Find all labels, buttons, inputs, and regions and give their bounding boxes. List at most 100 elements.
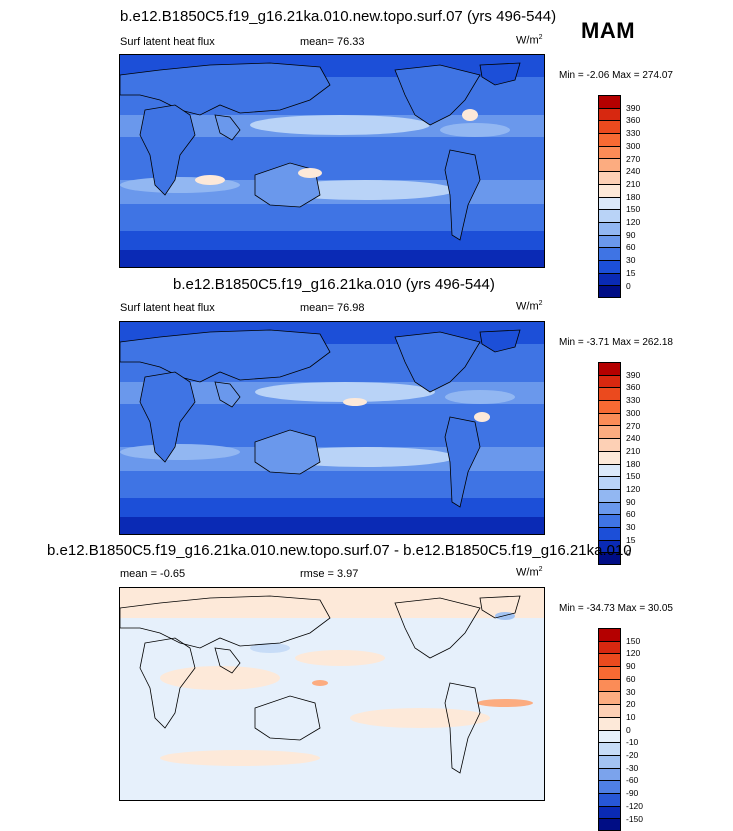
colorbar-tick-label: 0 (626, 547, 631, 558)
colorbar-swatch (598, 526, 621, 540)
colorbar-swatch (598, 818, 621, 831)
colorbar-tick-label: 60 (626, 673, 636, 684)
colorbar-top (598, 95, 621, 298)
map-panel-top (119, 54, 545, 268)
colorbar-tick-label: 390 (626, 102, 641, 113)
colorbar-swatch (598, 539, 621, 553)
colorbar-tick-label: 180 (626, 191, 641, 202)
colorbar-swatch (598, 425, 621, 439)
panel-middle-variable: Surf latent heat flux (120, 302, 215, 314)
colorbar-tick-label: 270 (626, 420, 641, 431)
colorbar-tick-label: 60 (626, 242, 636, 253)
colorbar-swatch (598, 450, 621, 464)
panel-top-variable: Surf latent heat flux (120, 36, 215, 48)
colorbar-swatch (598, 691, 621, 705)
colorbar-swatch (598, 463, 621, 477)
colorbar-tick-label: 90 (626, 229, 636, 240)
colorbar-tick-label: 0 (626, 724, 631, 735)
colorbar-tick-label: 210 (626, 445, 641, 456)
colorbar-tick-label: 120 (626, 484, 641, 494)
colorbar-middle (598, 362, 621, 565)
colorbar-tick-label: 30 (626, 522, 636, 533)
colorbar-swatch (598, 95, 621, 108)
colorbar-tick-label: 150 (626, 204, 641, 215)
colorbar-swatch (598, 754, 621, 768)
colorbar-bottom (598, 628, 621, 831)
colorbar-swatch (598, 400, 621, 413)
colorbar-swatch (598, 805, 621, 819)
colorbar-swatch (598, 145, 621, 159)
colorbar-swatch (598, 221, 621, 235)
colorbar-tick-label: 120 (626, 648, 641, 659)
colorbar-swatch (598, 374, 621, 388)
colorbar-swatch (598, 259, 621, 273)
colorbar-swatch (598, 628, 621, 641)
colorbar-tick-label: -20 (626, 750, 639, 760)
map-panel-middle (119, 321, 545, 535)
colorbar-swatch (598, 196, 621, 210)
panel-bottom-mean: mean = -0.65 (120, 568, 186, 580)
map-bottom-svg (120, 588, 544, 800)
colorbar-swatch (598, 272, 621, 286)
colorbar-tick-label: 90 (626, 661, 636, 672)
map-top-svg (120, 55, 544, 267)
colorbar-tick-label: 90 (626, 496, 636, 507)
colorbar-tick-label: 120 (626, 217, 641, 227)
colorbar-tick-label: 0 (626, 280, 631, 291)
panel-top-mean: mean= 76.33 (300, 36, 365, 48)
panel-middle-title: b.e12.B1850C5.f19_g16.21ka.010 (yrs 496-… (173, 276, 495, 293)
colorbar-tick-label: 15 (626, 534, 636, 545)
panel-middle-minmax: Min = -3.71 Max = 262.18 (559, 337, 673, 348)
colorbar-swatch (598, 120, 621, 134)
colorbar-swatch (598, 653, 621, 667)
colorbar-swatch (598, 514, 621, 527)
colorbar-tick-label: 15 (626, 267, 636, 278)
colorbar-tick-label: -30 (626, 762, 639, 773)
colorbar-swatch (598, 133, 621, 146)
colorbar-swatch (598, 792, 621, 806)
colorbar-swatch (598, 640, 621, 654)
colorbar-swatch (598, 666, 621, 679)
map-middle-svg (120, 322, 544, 534)
colorbar-tick-label: 10 (626, 711, 636, 722)
colorbar-swatch (598, 107, 621, 121)
colorbar-swatch (598, 476, 621, 489)
panel-top-title: b.e12.B1850C5.f19_g16.21ka.010.new.topo.… (120, 8, 557, 25)
colorbar-swatch (598, 780, 621, 793)
colorbar-tick-label: 270 (626, 153, 641, 164)
colorbar-swatch (598, 767, 621, 781)
colorbar-swatch (598, 716, 621, 730)
colorbar-tick-label: 330 (626, 395, 641, 406)
colorbar-tick-label: 240 (626, 433, 641, 444)
colorbar-swatch (598, 362, 621, 375)
colorbar-swatch (598, 704, 621, 717)
colorbar-tick-label: 180 (626, 458, 641, 469)
colorbar-swatch (598, 387, 621, 401)
colorbar-swatch (598, 234, 621, 248)
colorbar-swatch (598, 742, 621, 755)
colorbar-middle-boxes (598, 362, 621, 565)
panel-middle-units: W/m2 (516, 300, 543, 313)
colorbar-tick-label: 330 (626, 128, 641, 139)
colorbar-swatch (598, 247, 621, 260)
colorbar-swatch (598, 438, 621, 451)
panel-top-units: W/m2 (516, 34, 543, 47)
colorbar-tick-label: -150 (626, 813, 644, 824)
map-panel-bottom (119, 587, 545, 801)
panel-bottom-title: b.e12.B1850C5.f19_g16.21ka.010.new.topo.… (47, 542, 632, 559)
colorbar-tick-label: 300 (626, 407, 641, 418)
colorbar-swatch (598, 412, 621, 426)
colorbar-top-boxes (598, 95, 621, 298)
colorbar-tick-label: 150 (626, 635, 641, 646)
colorbar-tick-label: 210 (626, 178, 641, 189)
season-label: MAM (581, 18, 636, 43)
colorbar-tick-label: -60 (626, 775, 639, 786)
colorbar-tick-label: 240 (626, 166, 641, 177)
colorbar-swatch (598, 552, 621, 565)
colorbar-swatch (598, 729, 621, 743)
panel-bottom-rmse: rmse = 3.97 (300, 568, 359, 580)
colorbar-swatch (598, 285, 621, 298)
colorbar-tick-label: 30 (626, 686, 636, 697)
colorbar-swatch (598, 158, 621, 172)
colorbar-tick-label: 300 (626, 140, 641, 151)
